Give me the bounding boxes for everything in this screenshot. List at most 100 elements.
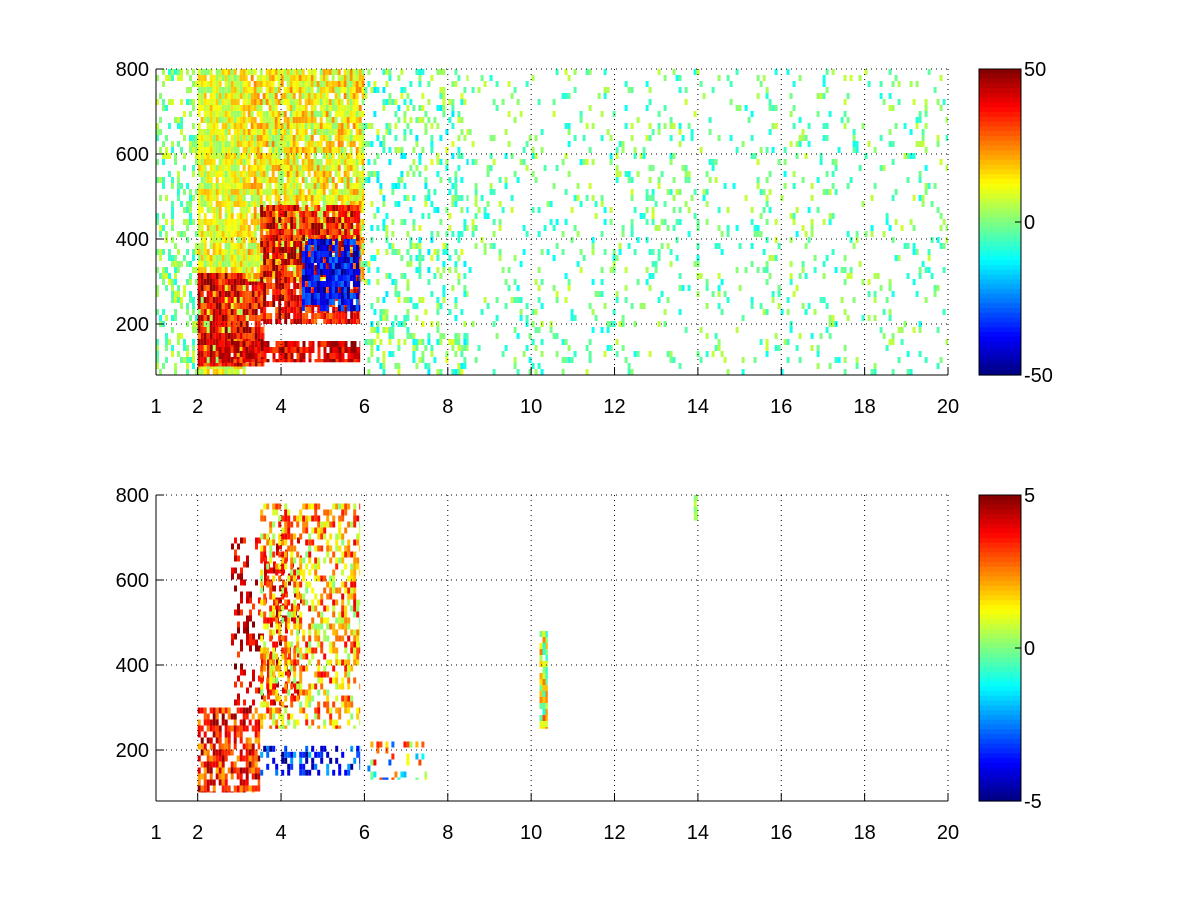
heatmap-cell (831, 183, 835, 189)
heatmap-cell (552, 225, 556, 231)
heatmap-cell (343, 189, 347, 195)
heatmap-cell (233, 321, 237, 327)
heatmap-cell (768, 105, 772, 111)
heatmap-cell (221, 183, 225, 189)
heatmap-cell (183, 357, 186, 363)
heatmap-cell (801, 225, 805, 231)
heatmap-cell (352, 189, 356, 195)
heatmap-cell (250, 249, 254, 255)
heatmap-cell (233, 129, 237, 135)
heatmap-cell (186, 279, 189, 285)
heatmap-cell (397, 117, 401, 123)
heatmap-cell (415, 141, 419, 147)
heatmap-cell (263, 359, 267, 363)
heatmap-cell (245, 87, 248, 93)
heatmap-cell (256, 165, 260, 171)
heatmap-cell (292, 123, 296, 129)
heatmap-cell (265, 159, 269, 165)
heatmap-cell (474, 159, 478, 165)
heatmap-cell (888, 93, 892, 99)
heatmap-cell (364, 93, 368, 99)
heatmap-cell (615, 147, 619, 153)
heatmap-cell (197, 369, 201, 375)
heatmap-cell (250, 213, 254, 219)
heatmap-cell (174, 291, 177, 297)
heatmap-cell (206, 87, 210, 93)
heatmap-cell (335, 217, 339, 223)
heatmap-cell (651, 165, 655, 171)
heatmap-cell (483, 207, 487, 213)
heatmap-cell (750, 135, 754, 141)
heatmap-cell (313, 287, 317, 293)
heatmap-cell (221, 99, 225, 105)
heatmap-cell (203, 321, 207, 327)
heatmap-cell (253, 249, 257, 255)
heatmap-cell (322, 251, 326, 257)
heatmap-cell (278, 277, 282, 283)
heatmap-cell (615, 177, 619, 183)
heatmap-cell (177, 183, 180, 189)
heatmap-cell (233, 347, 237, 353)
heatmap-cell (579, 249, 583, 255)
heatmap-cell (319, 111, 323, 117)
heatmap-cell (534, 369, 538, 375)
heatmap-cell (284, 205, 288, 211)
heatmap-cell (786, 339, 790, 345)
heatmap-cell (436, 153, 440, 159)
heatmap-cell (284, 353, 288, 359)
heatmap-cell (275, 235, 279, 241)
heatmap-cell (314, 211, 318, 217)
heatmap-cell (451, 339, 455, 345)
heatmap-cell (317, 307, 321, 313)
heatmap-cell (200, 99, 204, 105)
heatmap-cell (250, 261, 254, 267)
heatmap-cell (885, 213, 889, 219)
heatmap-cell (792, 123, 796, 129)
heatmap-cell (253, 195, 257, 201)
heatmap-cell (281, 353, 285, 359)
heatmap-cell (284, 319, 288, 324)
heatmap-cell (180, 75, 183, 81)
heatmap-cell (522, 351, 526, 357)
heatmap-cell (418, 153, 422, 159)
heatmap-cell (361, 261, 365, 267)
heatmap-cell (263, 327, 265, 333)
heatmap-cell (192, 81, 195, 87)
heatmap-cell (825, 171, 829, 177)
heatmap-cell (921, 135, 925, 141)
heatmap-cell (852, 141, 856, 147)
heatmap-cell (591, 237, 595, 243)
heatmap-cell (846, 93, 850, 99)
heatmap-cell (427, 189, 431, 195)
heatmap-cell (346, 129, 350, 135)
heatmap-cell (331, 75, 335, 81)
heatmap-cell (789, 237, 793, 243)
heatmap-cell (564, 339, 568, 345)
heatmap-cell (269, 217, 273, 223)
heatmap-cell (750, 219, 754, 225)
heatmap-cell (457, 147, 461, 153)
heatmap-cell (227, 141, 231, 147)
heatmap-cell (463, 273, 467, 279)
heatmap-cell (331, 299, 335, 305)
heatmap-cell (531, 321, 535, 327)
heatmap-cell (195, 159, 198, 165)
heatmap-cell (274, 75, 278, 81)
heatmap-cell (275, 205, 279, 211)
heatmap-cell (376, 87, 380, 93)
heatmap-cell (197, 231, 201, 237)
heatmap-cell (212, 153, 216, 159)
heatmap-cell (705, 285, 709, 291)
heatmap-cell (648, 135, 652, 141)
heatmap-cell (765, 93, 769, 99)
heatmap-cell (233, 189, 237, 195)
heatmap-cell (352, 135, 356, 141)
heatmap-cell (314, 319, 318, 324)
heatmap-cell (457, 339, 461, 345)
heatmap-cell (209, 111, 213, 117)
heatmap-cell (445, 357, 449, 363)
heatmap-cell (284, 341, 288, 347)
heatmap-cell (259, 123, 263, 129)
heatmap-cell (274, 195, 278, 201)
heatmap-cell (209, 363, 213, 367)
